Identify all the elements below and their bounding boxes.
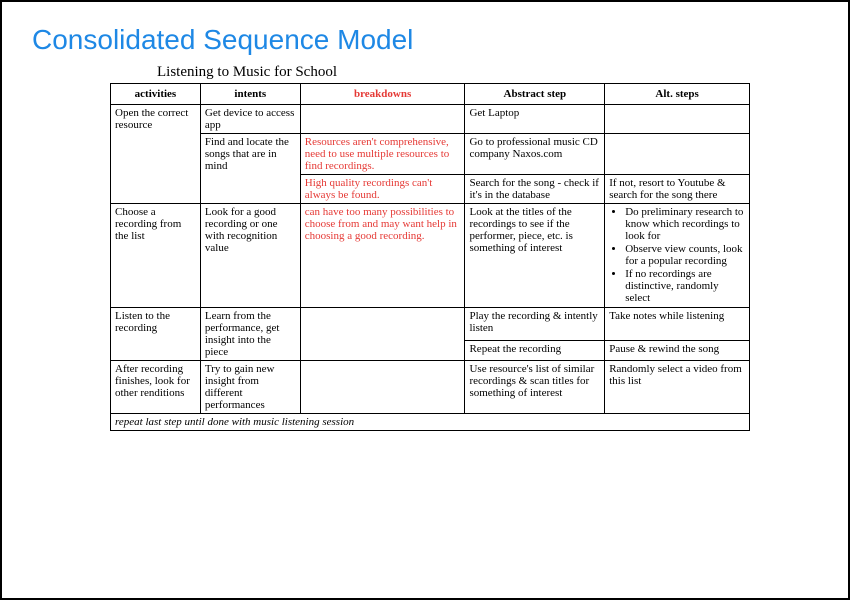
cell-alt: Do preliminary research to know which re… (605, 204, 750, 308)
list-item: Do preliminary research to know which re… (625, 206, 745, 242)
table-row: After recording finishes, look for other… (111, 361, 750, 414)
col-alt-steps: Alt. steps (605, 84, 750, 105)
cell-intents: Look for a good recording or one with re… (200, 204, 300, 308)
cell-alt (605, 105, 750, 134)
list-item: If no recordings are distinctive, random… (625, 268, 745, 304)
table-subtitle: Listening to Music for School (2, 64, 848, 83)
cell-abstract: Play the recording & intently listen (465, 308, 605, 341)
alt-steps-list: Do preliminary research to know which re… (609, 206, 745, 304)
cell-alt: Take notes while listening (605, 308, 750, 341)
cell-alt: Pause & rewind the song (605, 341, 750, 361)
cell-abstract: Look at the titles of the recordings to … (465, 204, 605, 308)
cell-activities: Listen to the recording (111, 308, 201, 361)
cell-activities: After recording finishes, look for other… (111, 361, 201, 414)
col-abstract-step: Abstract step (465, 84, 605, 105)
col-intents: intents (200, 84, 300, 105)
list-item: Observe view counts, look for a popular … (625, 243, 745, 267)
cell-abstract: Get Laptop (465, 105, 605, 134)
cell-breakdown (300, 105, 465, 134)
cell-alt: Randomly select a video from this list (605, 361, 750, 414)
cell-abstract: Search for the song - check if it's in t… (465, 175, 605, 204)
footer-cell: repeat last step until done with music l… (111, 414, 750, 431)
cell-intents: Learn from the performance, get insight … (200, 308, 300, 361)
cell-breakdown: Resources aren't comprehensive, need to … (300, 134, 465, 175)
cell-alt (605, 134, 750, 175)
col-activities: activities (111, 84, 201, 105)
table-row: Open the correct resource Get device to … (111, 105, 750, 134)
col-breakdowns: breakdowns (300, 84, 465, 105)
cell-breakdown (300, 361, 465, 414)
cell-intents: Get device to access app (200, 105, 300, 134)
sequence-model-table: activities intents breakdowns Abstract s… (110, 83, 750, 431)
cell-intents: Try to gain new insight from different p… (200, 361, 300, 414)
table-wrapper: activities intents breakdowns Abstract s… (2, 83, 848, 431)
cell-abstract: Use resource's list of similar recording… (465, 361, 605, 414)
table-row: Listen to the recording Learn from the p… (111, 308, 750, 341)
cell-activities: Choose a recording from the list (111, 204, 201, 308)
cell-abstract: Go to professional music CD company Naxo… (465, 134, 605, 175)
cell-breakdown: High quality recordings can't always be … (300, 175, 465, 204)
table-row: Choose a recording from the list Look fo… (111, 204, 750, 308)
cell-breakdown: can have too many possibilities to choos… (300, 204, 465, 308)
cell-intents: Find and locate the songs that are in mi… (200, 134, 300, 204)
table-row: Find and locate the songs that are in mi… (111, 134, 750, 175)
page-title: Consolidated Sequence Model (2, 2, 848, 64)
table-header-row: activities intents breakdowns Abstract s… (111, 84, 750, 105)
table-footer-row: repeat last step until done with music l… (111, 414, 750, 431)
cell-abstract: Repeat the recording (465, 341, 605, 361)
cell-breakdown (300, 308, 465, 361)
cell-alt: If not, resort to Youtube & search for t… (605, 175, 750, 204)
cell-activities: Open the correct resource (111, 105, 201, 204)
